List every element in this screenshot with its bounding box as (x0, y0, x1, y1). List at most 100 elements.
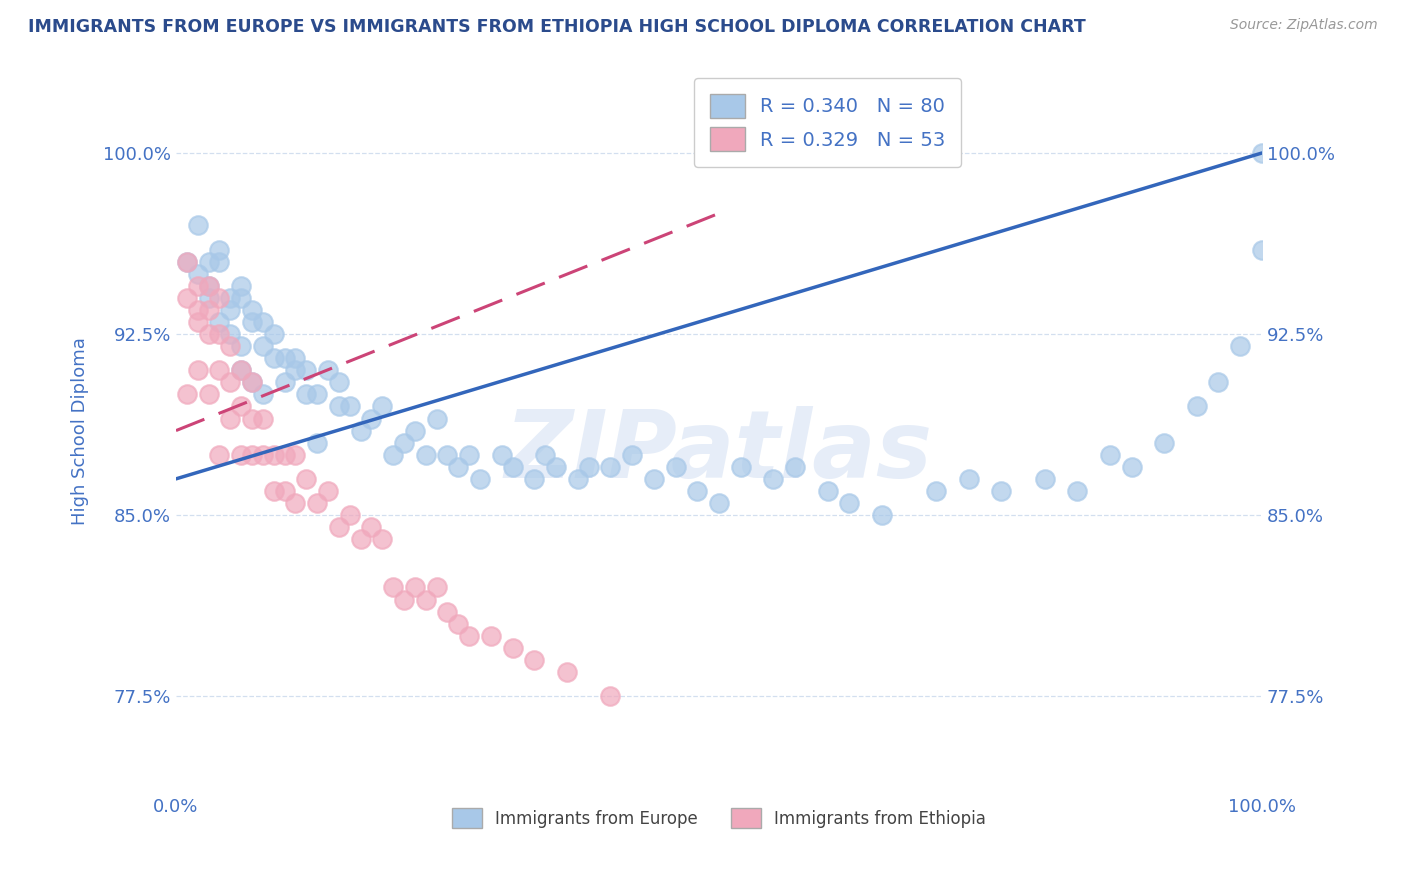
Point (240, 315, 263, 329)
Point (436, 605, 458, 619)
Point (219, 326, 242, 341)
Point (1066, 483, 1088, 498)
Point (762, 472, 785, 486)
Point (208, 315, 231, 329)
Point (307, 435, 329, 450)
Point (555, 665, 578, 679)
Point (197, 278, 219, 293)
Point (534, 448, 557, 462)
Point (392, 435, 415, 450)
Point (231, 400, 253, 414)
Point (1121, 459, 1143, 474)
Point (187, 363, 209, 377)
Point (1033, 472, 1056, 486)
Point (263, 483, 285, 498)
Point (187, 267, 209, 281)
Text: Source: ZipAtlas.com: Source: ZipAtlas.com (1230, 18, 1378, 32)
Point (664, 459, 686, 474)
Point (458, 629, 481, 643)
Point (360, 411, 382, 425)
Point (458, 448, 481, 462)
Point (436, 448, 458, 462)
Point (197, 254, 219, 268)
Point (544, 459, 567, 474)
Point (1208, 376, 1230, 390)
Point (392, 592, 415, 607)
Point (273, 448, 295, 462)
Point (349, 532, 371, 546)
Point (176, 387, 198, 401)
Point (578, 459, 600, 474)
Point (231, 363, 253, 377)
Point (707, 496, 730, 510)
Point (502, 640, 524, 655)
Point (990, 483, 1012, 498)
Point (567, 472, 589, 486)
Point (447, 616, 470, 631)
Point (219, 339, 242, 353)
Point (240, 411, 263, 425)
Point (339, 400, 361, 414)
Point (284, 363, 307, 377)
Point (197, 291, 219, 305)
Point (219, 411, 242, 425)
Point (838, 496, 860, 510)
Point (295, 472, 318, 486)
Point (187, 219, 209, 233)
Point (447, 459, 470, 474)
Point (599, 689, 621, 703)
Point (307, 496, 329, 510)
Point (240, 302, 263, 317)
Point (197, 278, 219, 293)
Point (231, 278, 253, 293)
Point (231, 448, 253, 462)
Point (415, 592, 437, 607)
Point (339, 508, 361, 522)
Point (870, 508, 893, 522)
Point (187, 302, 209, 317)
Point (208, 243, 231, 257)
Point (328, 400, 350, 414)
Point (252, 387, 274, 401)
Point (284, 448, 307, 462)
Point (502, 459, 524, 474)
Point (817, 483, 839, 498)
Point (252, 448, 274, 462)
Point (240, 376, 263, 390)
Point (426, 411, 449, 425)
Point (263, 351, 285, 366)
Point (284, 351, 307, 366)
Point (252, 411, 274, 425)
Point (307, 387, 329, 401)
Point (187, 278, 209, 293)
Point (295, 387, 318, 401)
Point (479, 629, 502, 643)
Point (252, 339, 274, 353)
Y-axis label: High School Diploma: High School Diploma (72, 336, 89, 524)
Point (284, 496, 307, 510)
Point (349, 424, 371, 438)
Point (231, 339, 253, 353)
Point (491, 448, 513, 462)
Point (382, 448, 405, 462)
Point (643, 472, 665, 486)
Point (197, 302, 219, 317)
Point (219, 291, 242, 305)
Point (208, 448, 231, 462)
Point (371, 532, 394, 546)
Point (360, 520, 382, 534)
Point (1229, 339, 1251, 353)
Point (263, 326, 285, 341)
Point (404, 424, 426, 438)
Point (273, 483, 295, 498)
Point (783, 459, 806, 474)
Text: IMMIGRANTS FROM EUROPE VS IMMIGRANTS FROM ETHIOPIA HIGH SCHOOL DIPLOMA CORRELATI: IMMIGRANTS FROM EUROPE VS IMMIGRANTS FRO… (28, 18, 1085, 36)
Point (686, 483, 709, 498)
Point (316, 363, 339, 377)
Point (523, 653, 546, 667)
Point (426, 581, 449, 595)
Point (208, 254, 231, 268)
Point (231, 363, 253, 377)
Point (208, 363, 231, 377)
Point (197, 326, 219, 341)
